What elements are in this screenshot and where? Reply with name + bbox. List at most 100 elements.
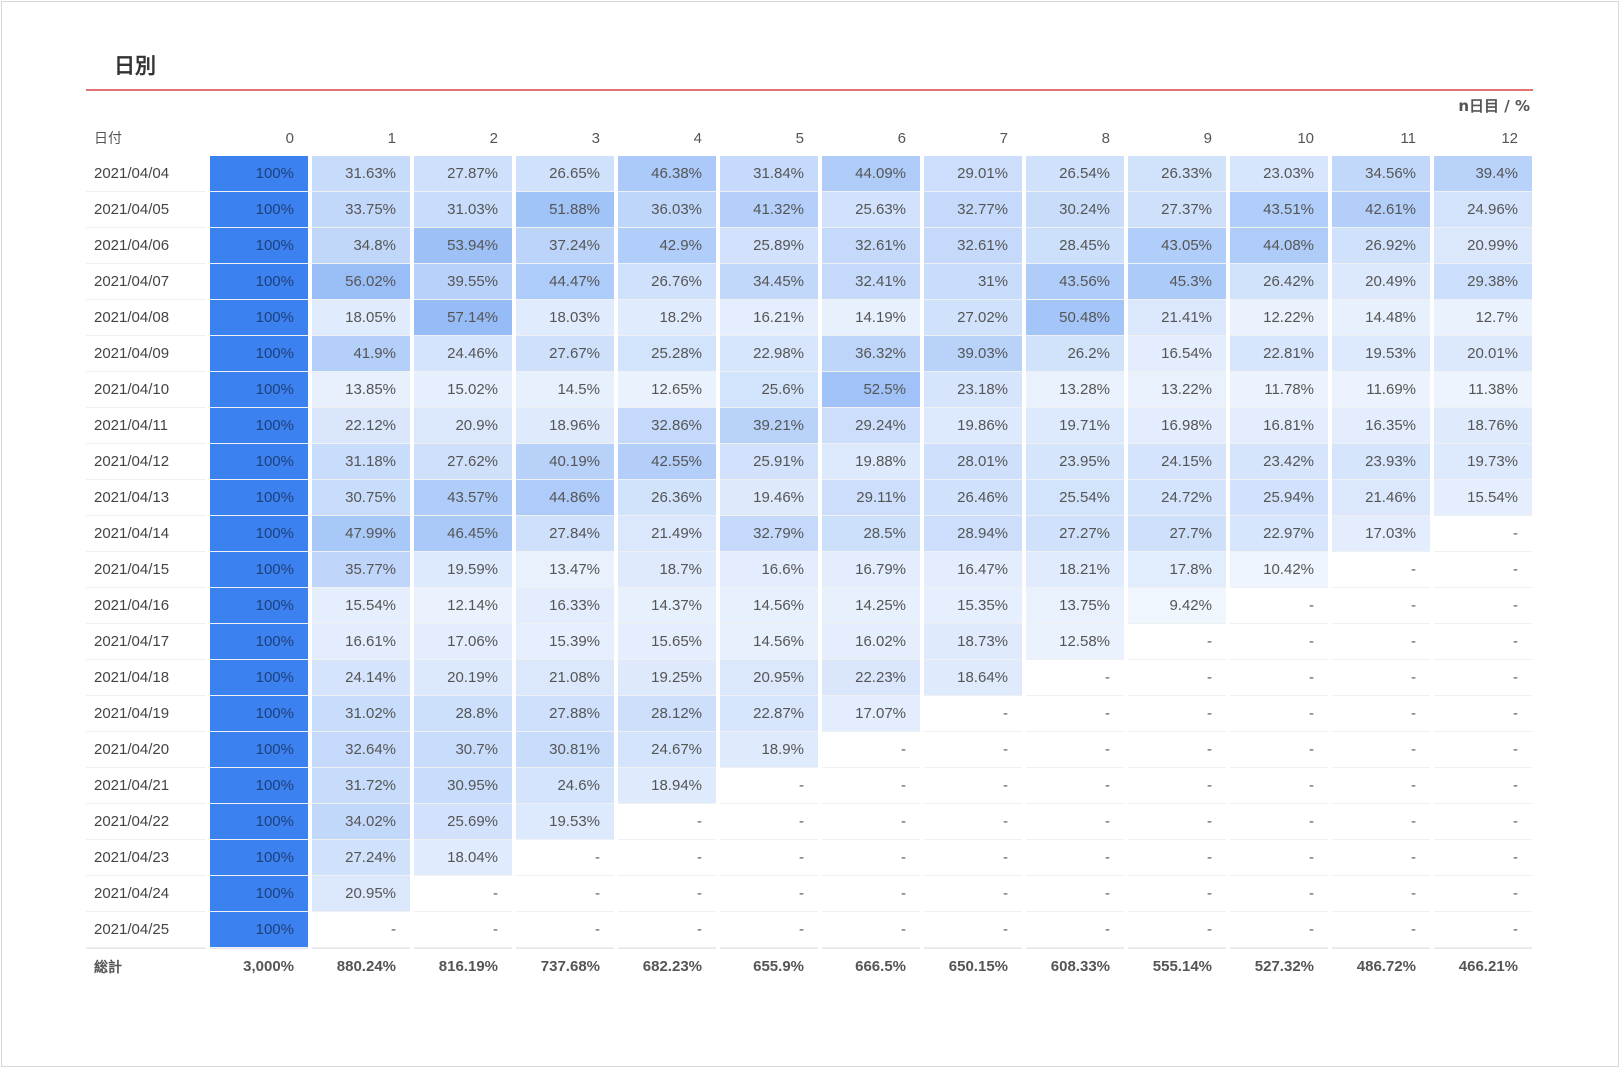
table-body: 2021/04/04 100% 31.63% 27.87% 26.65% 46.38% 31…	[86, 156, 1532, 948]
retention-cell: 9.42%	[1128, 588, 1226, 624]
retention-cell: 29.11%	[822, 480, 920, 516]
retention-cell: -	[1434, 876, 1532, 912]
retention-cell: 27.84%	[516, 516, 614, 552]
row-date: 2021/04/06	[86, 228, 206, 264]
retention-cell: -	[924, 912, 1022, 948]
title-divider	[86, 89, 1533, 91]
retention-cell: 25.69%	[414, 804, 512, 840]
retention-cell: 50.48%	[1026, 300, 1124, 336]
day0-cell: 100%	[210, 804, 308, 840]
retention-cell: 47.99%	[312, 516, 410, 552]
date-column-header[interactable]: 日付	[94, 131, 122, 147]
day0-cell: 100%	[210, 732, 308, 768]
day-column-header[interactable]: 11	[1400, 129, 1416, 147]
retention-cell: -	[1230, 840, 1328, 876]
retention-cell: 27.88%	[516, 696, 614, 732]
day0-cell: 100%	[210, 516, 308, 552]
retention-cell: 19.86%	[924, 408, 1022, 444]
retention-cell: 20.01%	[1434, 336, 1532, 372]
retention-cell: 18.73%	[924, 624, 1022, 660]
retention-cell: 18.05%	[312, 300, 410, 336]
retention-cell: -	[924, 804, 1022, 840]
retention-cell: 19.71%	[1026, 408, 1124, 444]
table-row: 2021/04/22 100% 34.02% 25.69% 19.53% - - - - - - - -…	[86, 804, 1532, 840]
retention-cell: 17.06%	[414, 624, 512, 660]
day-column-header[interactable]: 12	[1501, 129, 1518, 147]
total-cell: 682.23%	[618, 948, 716, 984]
retention-cell: 23.95%	[1026, 444, 1124, 480]
retention-cell: -	[924, 840, 1022, 876]
day-column-header[interactable]: 0	[285, 129, 294, 147]
retention-cell: -	[1434, 552, 1532, 588]
retention-cell: -	[822, 804, 920, 840]
table-row: 2021/04/17 100% 16.61% 17.06% 15.39% 15.65% 14…	[86, 624, 1532, 660]
retention-cell: 15.02%	[414, 372, 512, 408]
retention-cell: -	[822, 912, 920, 948]
day-column-header[interactable]: 5	[795, 129, 804, 147]
retention-cell: 41.9%	[312, 336, 410, 372]
day-column-header[interactable]: 3	[591, 129, 600, 147]
retention-cell: 10.42%	[1230, 552, 1328, 588]
retention-cell: 34.02%	[312, 804, 410, 840]
retention-cell: 24.96%	[1434, 192, 1532, 228]
retention-cell: 25.63%	[822, 192, 920, 228]
row-date: 2021/04/13	[86, 480, 206, 516]
retention-cell: 31%	[924, 264, 1022, 300]
retention-cell: 57.14%	[414, 300, 512, 336]
retention-cell: 20.99%	[1434, 228, 1532, 264]
day-column-header[interactable]: 6	[897, 129, 906, 147]
day0-cell: 100%	[210, 192, 308, 228]
retention-cell: 44.08%	[1230, 228, 1328, 264]
day0-cell: 100%	[210, 876, 308, 912]
retention-cell: -	[618, 876, 716, 912]
retention-cell: 43.05%	[1128, 228, 1226, 264]
retention-cell: 22.98%	[720, 336, 818, 372]
retention-cell: 11.38%	[1434, 372, 1532, 408]
retention-cell: 14.48%	[1332, 300, 1430, 336]
retention-cell: -	[1128, 768, 1226, 804]
retention-cell: 44.86%	[516, 480, 614, 516]
retention-cell: 34.8%	[312, 228, 410, 264]
retention-cell: -	[1026, 732, 1124, 768]
retention-cell: 16.35%	[1332, 408, 1430, 444]
retention-cell: -	[720, 912, 818, 948]
table-row: 2021/04/16 100% 15.54% 12.14% 16.33% 14.37% 14…	[86, 588, 1532, 624]
day-column-header[interactable]: 8	[1101, 129, 1110, 147]
day-column-header[interactable]: 2	[489, 129, 498, 147]
retention-cell: 32.64%	[312, 732, 410, 768]
retention-cell: 17.8%	[1128, 552, 1226, 588]
retention-cell: 16.47%	[924, 552, 1022, 588]
retention-cell: 26.42%	[1230, 264, 1328, 300]
retention-cell: 27.02%	[924, 300, 1022, 336]
day0-cell: 100%	[210, 156, 308, 192]
retention-cell: -	[516, 876, 614, 912]
retention-cell: 20.9%	[414, 408, 512, 444]
retention-cell: -	[312, 912, 410, 948]
day-column-header[interactable]: 4	[693, 129, 702, 147]
retention-cell: -	[1434, 660, 1532, 696]
day0-cell: 100%	[210, 624, 308, 660]
retention-cell: 23.03%	[1230, 156, 1328, 192]
retention-cell: 37.24%	[516, 228, 614, 264]
retention-cell: 25.6%	[720, 372, 818, 408]
retention-cell: 25.89%	[720, 228, 818, 264]
retention-cell: -	[1434, 696, 1532, 732]
retention-cell: -	[1128, 876, 1226, 912]
retention-cell: 39.55%	[414, 264, 512, 300]
row-date: 2021/04/23	[86, 840, 206, 876]
retention-cell: 28.94%	[924, 516, 1022, 552]
total-cell: 880.24%	[312, 948, 410, 984]
day-column-header[interactable]: 1	[387, 129, 396, 147]
day-column-header[interactable]: 7	[999, 129, 1008, 147]
retention-cell: -	[1230, 804, 1328, 840]
retention-cell: -	[1128, 732, 1226, 768]
day-column-header[interactable]: 10	[1297, 129, 1314, 147]
retention-cell: 22.97%	[1230, 516, 1328, 552]
retention-cell: 21.41%	[1128, 300, 1226, 336]
day-column-header[interactable]: 9	[1203, 129, 1212, 147]
retention-cell: 19.53%	[1332, 336, 1430, 372]
retention-cell: -	[1332, 768, 1430, 804]
retention-cell: 19.59%	[414, 552, 512, 588]
retention-cell: 17.07%	[822, 696, 920, 732]
retention-cell: 30.24%	[1026, 192, 1124, 228]
